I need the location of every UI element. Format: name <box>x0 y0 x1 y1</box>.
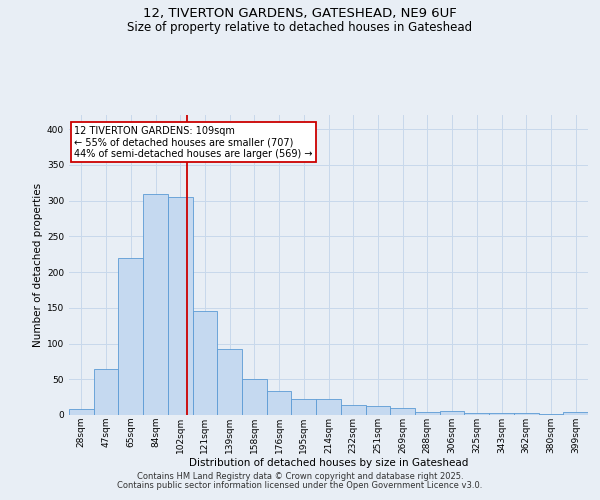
Y-axis label: Number of detached properties: Number of detached properties <box>33 183 43 347</box>
Bar <box>341 405 365 415</box>
Bar <box>563 412 588 415</box>
Bar <box>267 392 292 415</box>
Bar <box>94 368 118 415</box>
Bar <box>143 194 168 415</box>
Bar <box>365 406 390 415</box>
Text: Contains public sector information licensed under the Open Government Licence v3: Contains public sector information licen… <box>118 481 482 490</box>
Bar <box>539 414 563 415</box>
Text: Size of property relative to detached houses in Gateshead: Size of property relative to detached ho… <box>127 21 473 34</box>
Bar <box>193 312 217 415</box>
Text: 12, TIVERTON GARDENS, GATESHEAD, NE9 6UF: 12, TIVERTON GARDENS, GATESHEAD, NE9 6UF <box>143 8 457 20</box>
Bar <box>440 412 464 415</box>
Text: Contains HM Land Registry data © Crown copyright and database right 2025.: Contains HM Land Registry data © Crown c… <box>137 472 463 481</box>
Bar <box>415 412 440 415</box>
Bar <box>217 348 242 415</box>
Bar <box>464 413 489 415</box>
Bar <box>168 197 193 415</box>
Bar <box>390 408 415 415</box>
Bar <box>242 380 267 415</box>
Bar <box>514 413 539 415</box>
Text: 12 TIVERTON GARDENS: 109sqm
← 55% of detached houses are smaller (707)
44% of se: 12 TIVERTON GARDENS: 109sqm ← 55% of det… <box>74 126 313 158</box>
Bar <box>292 400 316 415</box>
X-axis label: Distribution of detached houses by size in Gateshead: Distribution of detached houses by size … <box>189 458 468 468</box>
Bar <box>118 258 143 415</box>
Bar <box>489 413 514 415</box>
Bar <box>316 400 341 415</box>
Bar <box>69 410 94 415</box>
